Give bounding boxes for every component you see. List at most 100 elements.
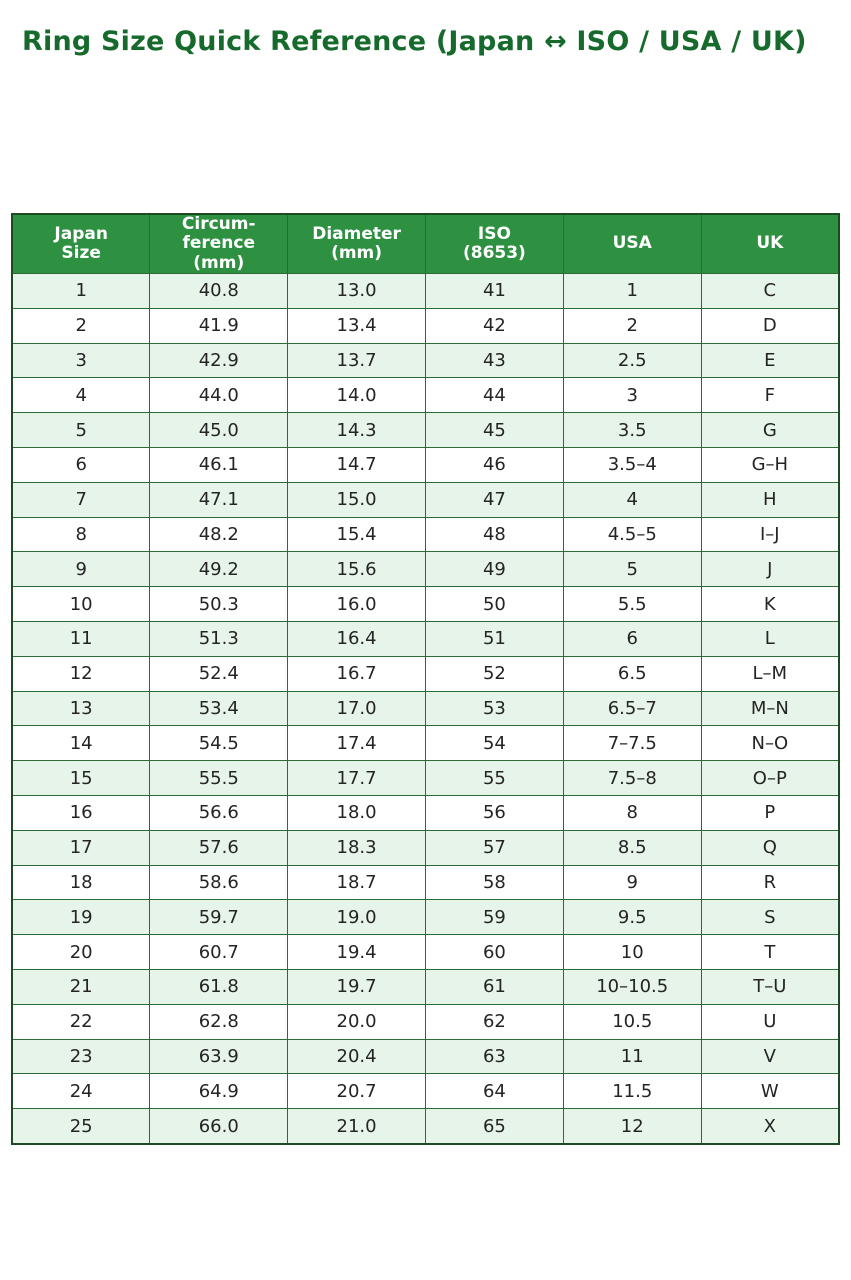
table-row: 9 49.2 15.6 49 5 J [11,551,840,588]
table-row: 22 62.8 20.0 62 10.5 U [11,1003,840,1040]
table-cell: 64.9 [149,1073,289,1110]
table-row: 19 59.7 19.0 59 9.5 S [11,899,840,936]
table-cell: 41 [424,273,564,309]
table-cell: 12 [11,655,151,692]
table-cell: 15.6 [287,551,426,588]
table-cell: 6 [11,446,151,483]
table-cell: 19 [11,899,151,936]
table-cell: 14.3 [287,412,426,448]
table-cell: 25 [11,1108,151,1145]
table-cell: 6.5–7 [562,690,702,727]
column-header-japan-size: Japan Size [11,213,151,274]
table-cell: 14 [11,725,151,762]
table-row: 5 45.0 14.3 45 3.5 G [11,412,840,448]
table-cell: 13 [11,690,151,727]
table-cell: 61 [424,968,564,1005]
table-cell: 40.8 [149,273,289,309]
page-title: Ring Size Quick Reference (Japan ↔ ISO /… [22,26,807,58]
table-row: 3 42.9 13.7 43 2.5 E [11,342,840,379]
table-cell: 60.7 [149,934,289,970]
table-cell: P [700,794,840,831]
table-cell: G–H [700,446,840,483]
table-cell: 59.7 [149,899,289,936]
table-cell: 10.5 [562,1003,702,1040]
table-cell: 49 [424,551,564,588]
table-cell: 15 [11,760,151,796]
table-cell: 63 [424,1038,564,1075]
table-cell: U [700,1003,840,1040]
table-cell: 5 [562,551,702,588]
table-cell: 10 [11,586,151,622]
table-cell: 16.4 [287,620,426,657]
table-row: 18 58.6 18.7 58 9 R [11,864,840,901]
table-cell: H [700,481,840,518]
table-cell: 51.3 [149,620,289,657]
table-cell: L [700,620,840,657]
table-cell: 48.2 [149,516,289,553]
table-cell: I–J [700,516,840,553]
table-cell: 18.7 [287,864,426,901]
table-cell: 4 [11,377,151,414]
table-cell: 9 [562,864,702,901]
table-cell: 11 [562,1038,702,1075]
table-cell: 56.6 [149,794,289,831]
table-cell: 47.1 [149,481,289,518]
table-cell: K [700,586,840,622]
table-cell: 2 [11,307,151,344]
table-cell: 49.2 [149,551,289,588]
table-cell: 16.0 [287,586,426,622]
table-cell: 42.9 [149,342,289,379]
table-cell: 7 [11,481,151,518]
table-cell: 66.0 [149,1108,289,1145]
table-cell: 59 [424,899,564,936]
table-row: 25 66.0 21.0 65 12 X [11,1108,840,1145]
table-cell: 8 [11,516,151,553]
table-cell: 3.5 [562,412,702,448]
table-cell: 7–7.5 [562,725,702,762]
table-row: 16 56.6 18.0 56 8 P [11,794,840,831]
table-cell: 62 [424,1003,564,1040]
table-cell: 50.3 [149,586,289,622]
table-cell: 22 [11,1003,151,1040]
table-cell: 58.6 [149,864,289,901]
table-cell: C [700,273,840,309]
table-row: 12 52.4 16.7 52 6.5 L–M [11,655,840,692]
table-cell: 5 [11,412,151,448]
column-header-usa: USA [562,213,702,274]
table-header: Japan Size Circum- ference (mm) Diameter… [11,213,840,274]
table-cell: 6.5 [562,655,702,692]
column-header-diameter: Diameter (mm) [287,213,426,274]
table-cell: S [700,899,840,936]
column-header-uk: UK [700,213,840,274]
table-row: 15 55.5 17.7 55 7.5–8 O–P [11,760,840,796]
table-cell: 11.5 [562,1073,702,1110]
table-row: 8 48.2 15.4 48 4.5–5 I–J [11,516,840,553]
table-cell: 53.4 [149,690,289,727]
table-cell: 56 [424,794,564,831]
table-cell: 55.5 [149,760,289,796]
table-cell: 1 [11,273,151,309]
table-cell: 48 [424,516,564,553]
column-header-iso: ISO (8653) [424,213,564,274]
table-cell: 63.9 [149,1038,289,1075]
table-cell: 17 [11,829,151,866]
table-cell: 45 [424,412,564,448]
table-cell: E [700,342,840,379]
table-cell: 58 [424,864,564,901]
table-cell: 21.0 [287,1108,426,1145]
table-row: 17 57.6 18.3 57 8.5 Q [11,829,840,866]
table-cell: 46 [424,446,564,483]
table-cell: 65 [424,1108,564,1145]
table-cell: 3.5–4 [562,446,702,483]
table-cell: 7.5–8 [562,760,702,796]
table-cell: 13.7 [287,342,426,379]
table-row: 2 41.9 13.4 42 2 D [11,307,840,344]
table-cell: 51 [424,620,564,657]
table-cell: F [700,377,840,414]
table-cell: O–P [700,760,840,796]
header-row: Japan Size Circum- ference (mm) Diameter… [11,213,840,274]
table-cell: 2 [562,307,702,344]
table-cell: 4 [562,481,702,518]
table-cell: L–M [700,655,840,692]
table-cell: 20 [11,934,151,970]
